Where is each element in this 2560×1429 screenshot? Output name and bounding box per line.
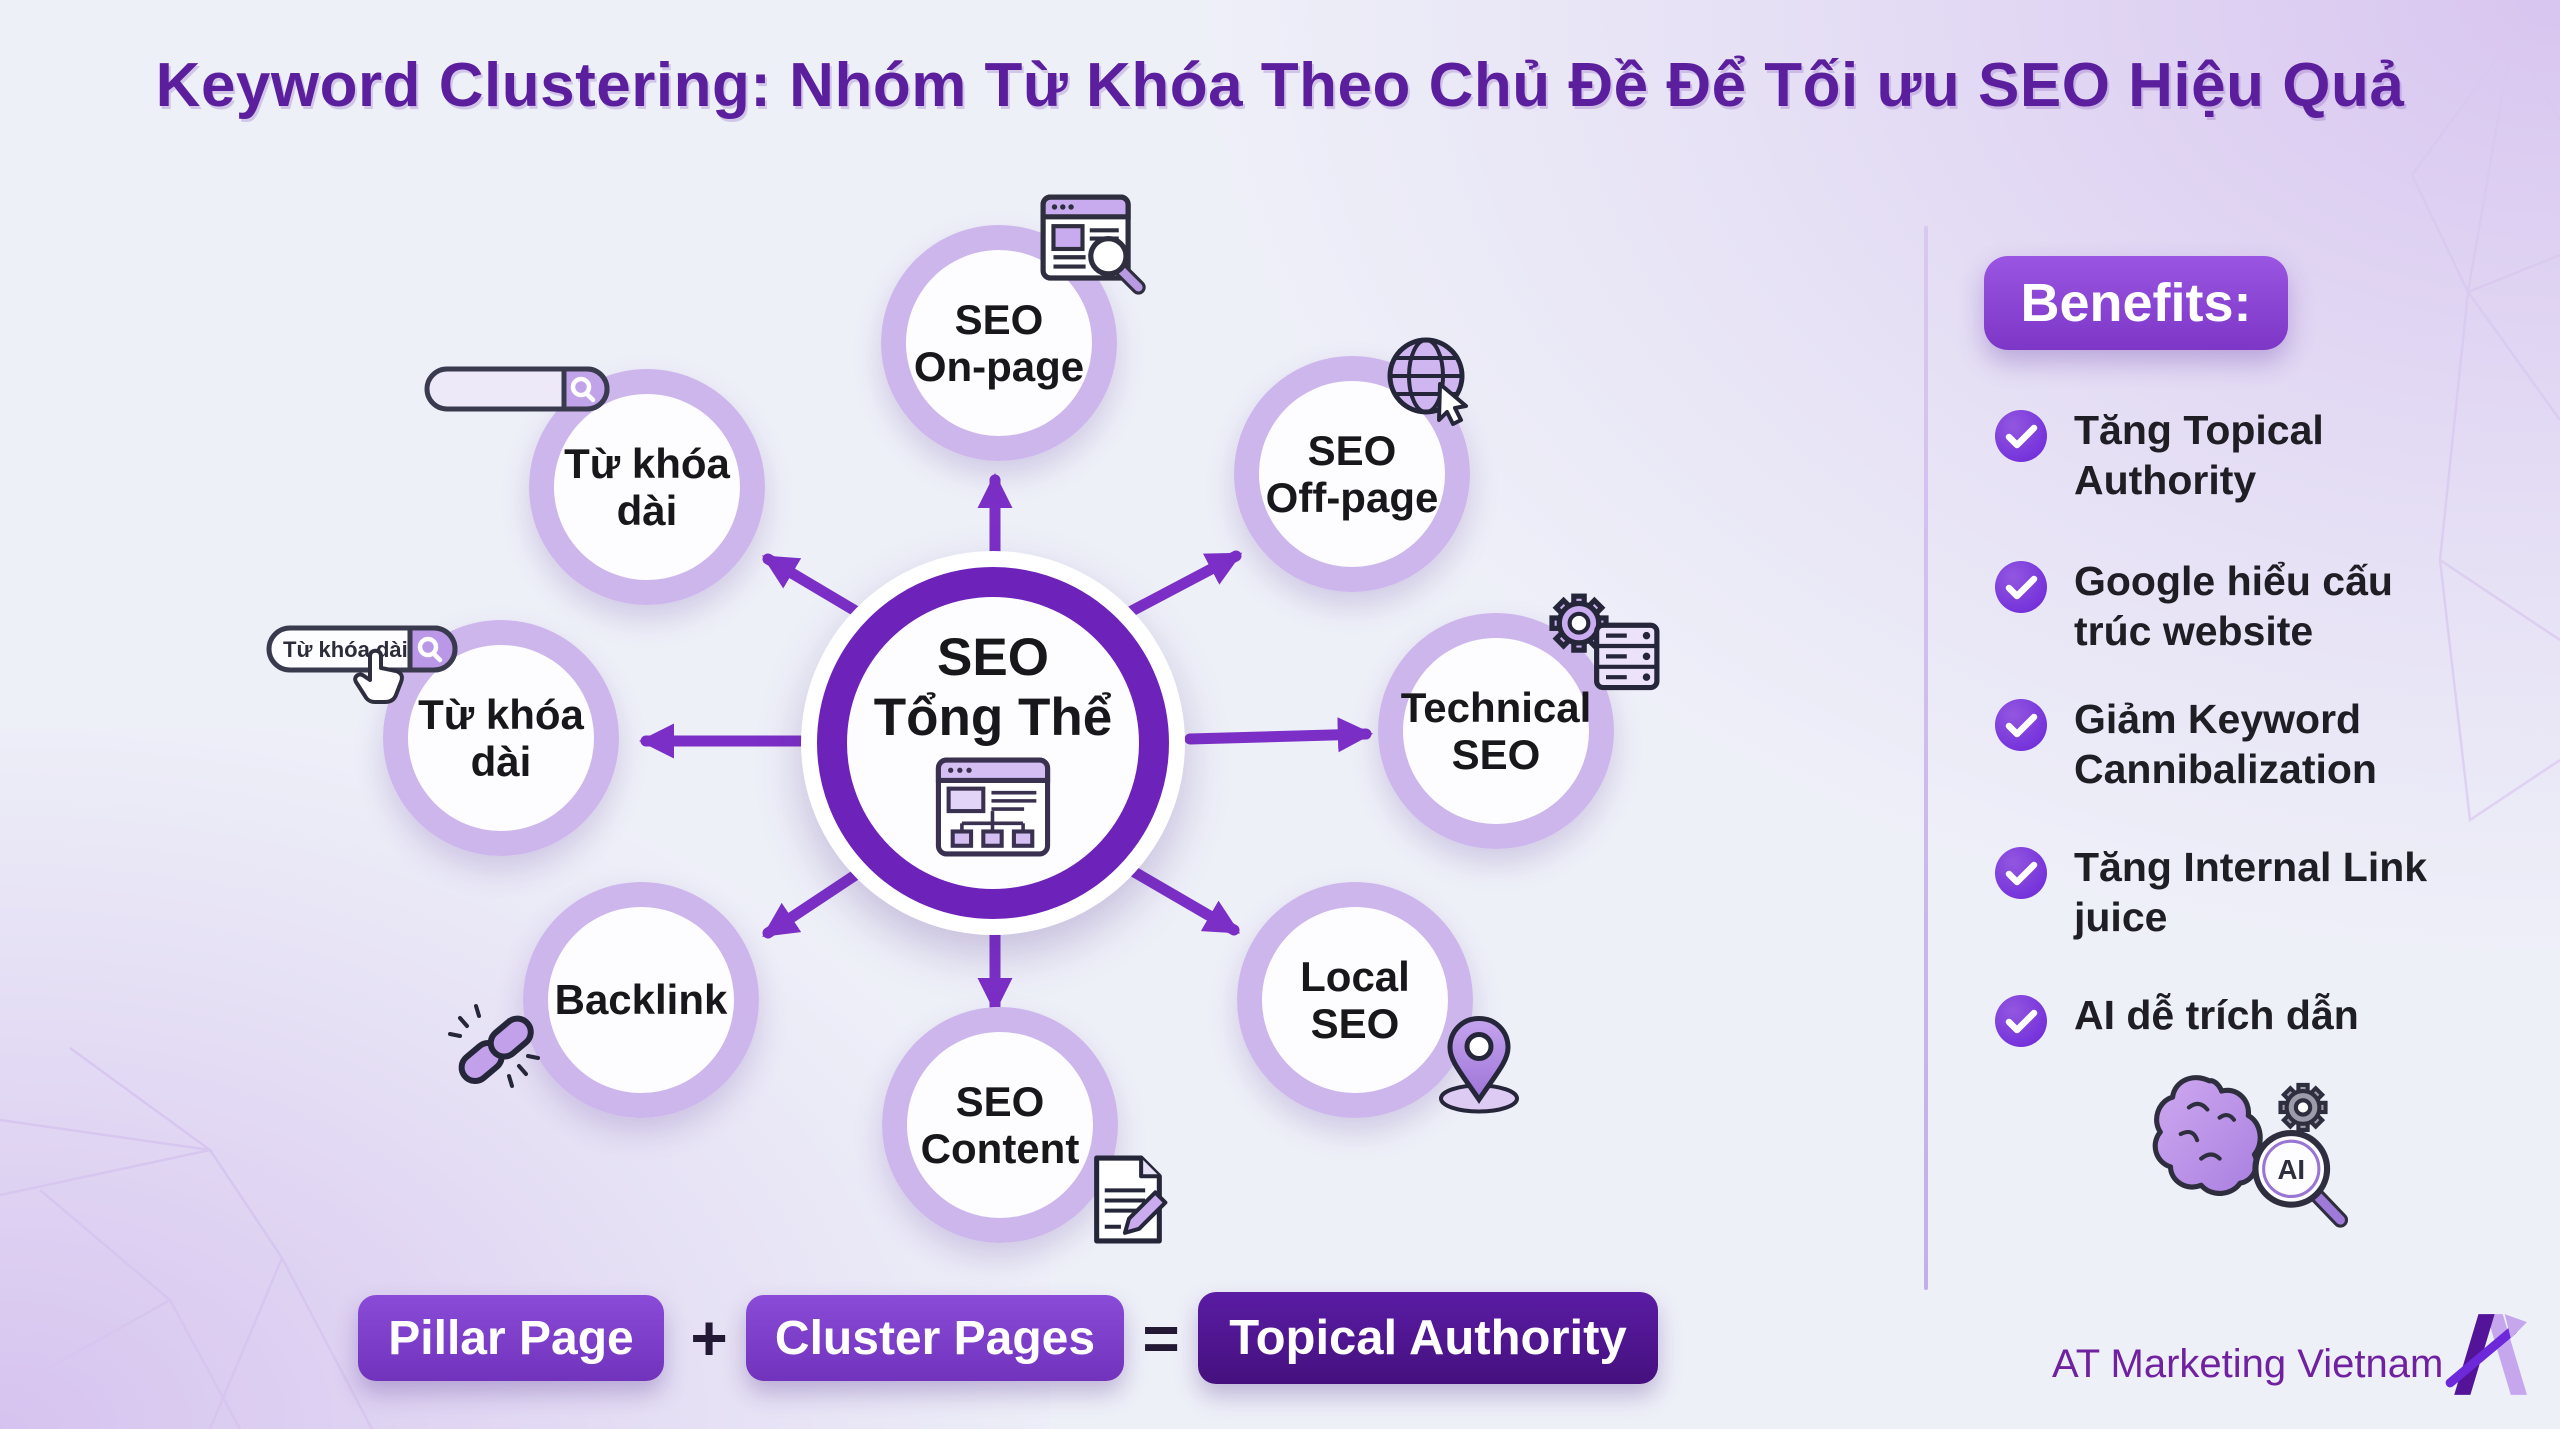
node-backlink-label: Backlink bbox=[554, 976, 728, 1024]
benefits-header-label: Benefits: bbox=[2020, 273, 2252, 333]
center-node-inner: SEO Tổng Thể bbox=[817, 567, 1169, 919]
node-seo-content-label: SEO Content bbox=[920, 1077, 1080, 1172]
node-local-seo-label: Local SEO bbox=[1300, 952, 1410, 1047]
node-seo-offpage-label: SEO Off-page bbox=[1265, 426, 1439, 521]
check-circle-icon bbox=[1995, 561, 2047, 613]
search-bar-query-text: Từ khóa dài bbox=[283, 637, 408, 662]
topical-authority-label: Topical Authority bbox=[1229, 1311, 1627, 1365]
hand-cursor-icon bbox=[353, 648, 404, 704]
plus-operator: + bbox=[690, 1302, 728, 1374]
center-label-line2: Tổng Thể bbox=[873, 688, 1113, 747]
ai-badge-text: AI bbox=[2277, 1154, 2305, 1185]
node-seo-content: SEO Content bbox=[882, 1007, 1118, 1243]
map-pin-icon bbox=[1439, 1015, 1519, 1114]
check-circle-icon bbox=[1995, 410, 2047, 462]
brand-name: AT Marketing Vietnam bbox=[2052, 1342, 2444, 1386]
document-pencil-icon bbox=[1094, 1155, 1168, 1244]
equals-operator: = bbox=[1142, 1302, 1180, 1374]
page-title: Keyword Clustering: Nhóm Từ Khóa Theo Ch… bbox=[155, 51, 2405, 120]
node-tu-khoa-dai-left-label: Từ khóa dài bbox=[418, 690, 584, 785]
benefit-item-google-structure: Google hiểu cấu trúc website bbox=[1994, 556, 2514, 656]
benefit-item-topical-authority: Tăng Topical Authority bbox=[1994, 405, 2514, 505]
node-technical-seo-label: Technical SEO bbox=[1400, 683, 1592, 778]
benefit-text: AI dễ trích dẫn bbox=[2074, 992, 2359, 1038]
cluster-pages-label: Cluster Pages bbox=[774, 1311, 1096, 1365]
globe-cursor-icon bbox=[1387, 337, 1468, 426]
pillar-page-label: Pillar Page bbox=[388, 1311, 634, 1365]
benefit-text: Giảm Keyword Cannibalization bbox=[2074, 696, 2377, 793]
node-local-seo: Local SEO bbox=[1237, 882, 1473, 1118]
ai-brain-magnifier-icon: AI bbox=[2152, 1075, 2349, 1228]
benefit-text: Google hiểu cấu trúc website bbox=[2074, 558, 2393, 655]
check-circle-icon bbox=[1995, 995, 2047, 1047]
check-circle-icon bbox=[1995, 847, 2047, 899]
search-bar-empty-icon bbox=[424, 366, 610, 412]
benefits-divider-line bbox=[1924, 226, 1928, 1290]
benefit-item-keyword-cannibalization: Giảm Keyword Cannibalization bbox=[1994, 694, 2514, 794]
search-bar-filled-icon: Từ khóa dài bbox=[266, 625, 458, 704]
benefit-text: Tăng Topical Authority bbox=[2074, 407, 2324, 504]
browser-magnifier-icon bbox=[1040, 194, 1146, 295]
node-backlink: Backlink bbox=[523, 882, 759, 1118]
benefit-item-ai-citation: AI dễ trích dẫn bbox=[1994, 990, 2514, 1048]
benefits-header: Benefits: bbox=[1984, 256, 2288, 350]
chain-link-icon bbox=[448, 1004, 540, 1088]
center-node-seo-tong-the: SEO Tổng Thể bbox=[801, 551, 1185, 935]
brand-logo-icon bbox=[2445, 1314, 2527, 1395]
check-circle-icon bbox=[1995, 699, 2047, 751]
benefit-text: Tăng Internal Link juice bbox=[2074, 844, 2428, 941]
gear-icon bbox=[2278, 1082, 2328, 1132]
topical-authority-pill: Topical Authority bbox=[1198, 1292, 1658, 1384]
center-node-label: SEO Tổng Thể bbox=[874, 628, 1112, 749]
node-tu-khoa-dai-topleft-label: Từ khóa dài bbox=[564, 439, 730, 534]
node-seo-offpage: SEO Off-page bbox=[1234, 356, 1470, 592]
node-seo-onpage-label: SEO On-page bbox=[913, 295, 1085, 390]
pillar-page-pill: Pillar Page bbox=[358, 1295, 664, 1381]
cluster-pages-pill: Cluster Pages bbox=[746, 1295, 1124, 1381]
center-label-line1: SEO bbox=[937, 627, 1049, 687]
benefit-item-internal-link: Tăng Internal Link juice bbox=[1994, 842, 2514, 942]
sitemap-browser-icon bbox=[935, 757, 1051, 857]
gear-server-icon bbox=[1549, 593, 1660, 691]
